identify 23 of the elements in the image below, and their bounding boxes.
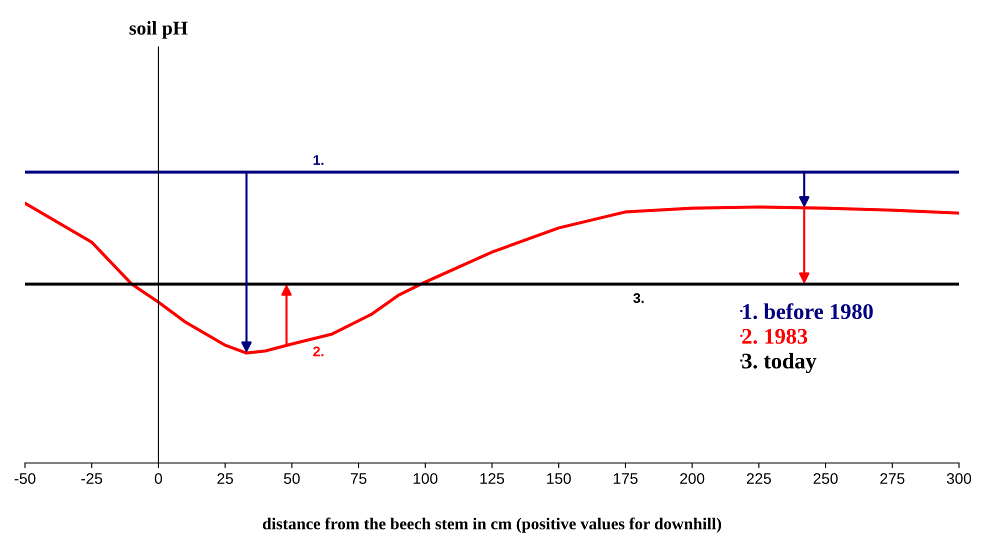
x-tick-label: 125 — [480, 473, 504, 484]
x-tick-label: 275 — [880, 473, 904, 484]
legend-label: 3. today — [742, 352, 816, 374]
x-tick-label: -50 — [14, 473, 36, 484]
text: 1. — [314, 155, 324, 165]
x-tick-label: 225 — [746, 473, 771, 484]
legend-label: 1. before 1980 — [743, 303, 873, 320]
x-axis-title: distance from the beech stem in cm (positive values for downhill) — [262, 518, 722, 533]
x-tick-label: 300 — [946, 473, 972, 484]
text: soil pH — [130, 21, 188, 39]
x-tick-label: 250 — [814, 473, 838, 484]
x-tick-label: 150 — [547, 473, 571, 484]
x-tick-label: 50 — [284, 473, 300, 484]
x-tick-label: 25 — [217, 473, 233, 484]
x-tick-label: 100 — [414, 473, 438, 484]
x-tick-label: 75 — [350, 473, 366, 484]
annotation: 3. — [633, 293, 644, 304]
x-tick-label: 0 — [154, 473, 162, 484]
x-tick-label: 175 — [614, 473, 638, 484]
x-tick-label: 200 — [680, 473, 704, 484]
legend-label: 2. 1983 — [742, 328, 808, 344]
x-tick-label: -25 — [81, 473, 102, 484]
annotation: 2. — [313, 346, 324, 356]
